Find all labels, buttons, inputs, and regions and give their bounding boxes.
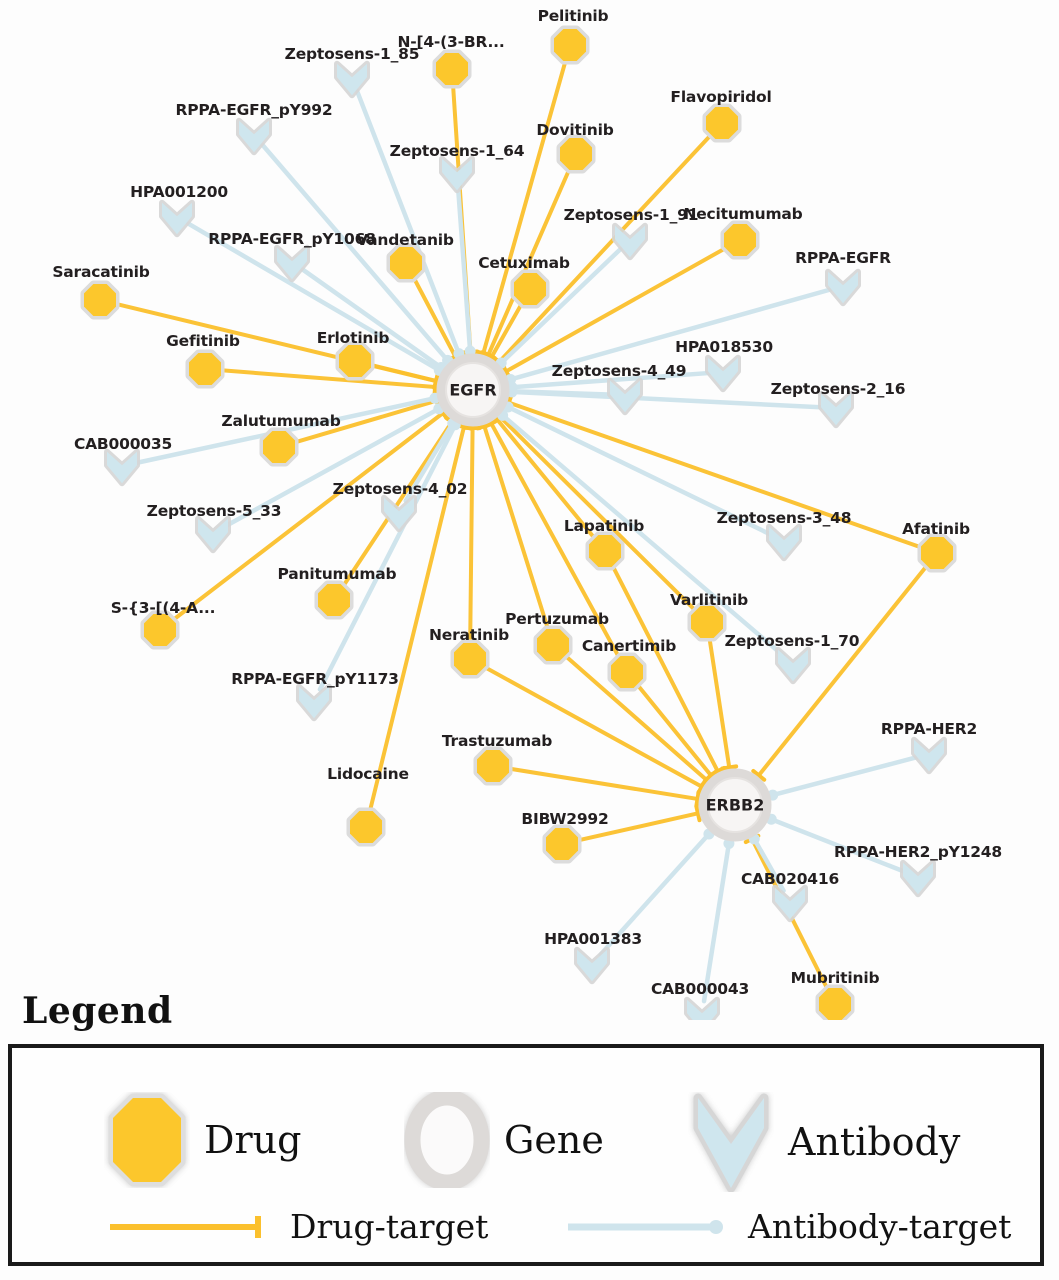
tbar-line-icon: [110, 1215, 261, 1238]
legend-node-drug: Drug: [104, 1092, 301, 1188]
dot-line-icon: [568, 1219, 723, 1234]
octagon-icon: [108, 1093, 186, 1187]
legend: Legend Drug Gene: [0, 990, 1059, 1280]
legend-title: Legend: [22, 990, 173, 1032]
legend-gene-label: Gene: [504, 1118, 604, 1162]
legend-node-antibody: Antibody: [688, 1092, 960, 1192]
ring-icon: [404, 1092, 490, 1188]
legend-edge-drug-target: Drug-target: [106, 1210, 488, 1243]
legend-box: Drug Gene Antibody: [8, 1044, 1044, 1266]
chevron-icon: [693, 1093, 769, 1192]
legend-edge-antibody-target: Antibody-target: [564, 1210, 1011, 1243]
edges-layer: [112, 57, 930, 1004]
legend-drug-label: Drug: [204, 1118, 302, 1162]
legend-node-gene: Gene: [404, 1092, 604, 1188]
gene-node-label: ERBB2: [705, 795, 765, 815]
legend-antibody-target-label: Antibody-target: [748, 1207, 1012, 1246]
nodes-layer: [80, 25, 957, 1020]
gene-node-label: EGFR: [449, 380, 497, 400]
network-canvas: [80, 25, 957, 1020]
legend-drug-target-label: Drug-target: [290, 1207, 489, 1246]
legend-antibody-label: Antibody: [788, 1120, 961, 1164]
